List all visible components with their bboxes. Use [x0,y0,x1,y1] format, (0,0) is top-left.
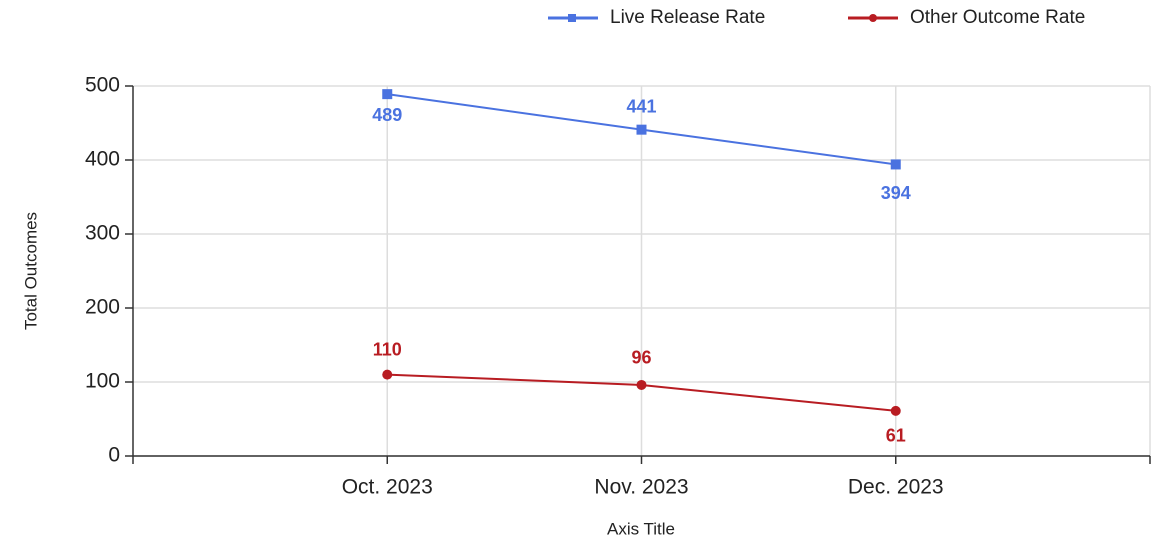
x-axis-title: Axis Title [607,519,675,538]
x-tick-label: Nov. 2023 [594,476,688,499]
x-tick-label: Dec. 2023 [848,476,944,499]
legend-marker [869,14,877,22]
y-tick-label: 200 [85,296,120,319]
legend-label: Other Outcome Rate [910,7,1085,28]
legend-label: Live Release Rate [610,7,765,28]
data-label: 441 [626,96,656,116]
point [382,369,393,380]
y-tick-label: 500 [85,74,120,97]
point [890,405,901,416]
point [636,124,647,135]
legend-marker [568,14,576,22]
point [890,159,901,170]
y-tick-label: 300 [85,222,120,245]
point [636,379,647,390]
y-axis-title: Total Outcomes [21,212,40,330]
y-tick-label: 0 [108,444,120,467]
data-label: 394 [881,183,911,203]
x-tick-label: Oct. 2023 [342,476,433,499]
y-tick-label: 100 [85,370,120,393]
y-tick-label: 400 [85,148,120,171]
data-label: 96 [631,348,651,368]
data-label: 489 [372,105,402,125]
point [382,89,393,100]
data-label: 61 [886,426,906,446]
data-label: 110 [373,339,402,359]
